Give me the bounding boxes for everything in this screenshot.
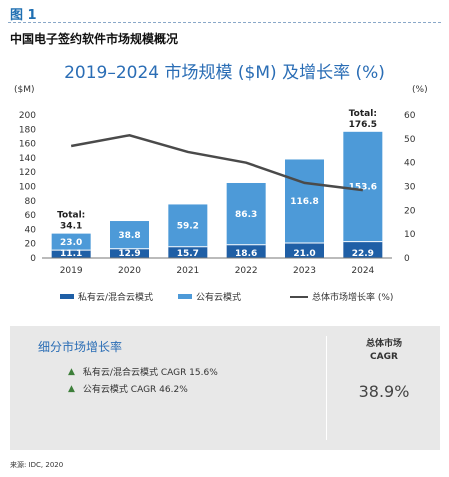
bar-private-cloud <box>226 244 266 258</box>
data-label-private-cloud: 21.0 <box>293 249 315 259</box>
x-tick-label: 2020 <box>118 266 141 276</box>
data-label-private-cloud: 11.1 <box>60 249 82 259</box>
total-annotation-value: 34.1 <box>60 222 82 232</box>
y-tick-label: 120 <box>19 168 36 178</box>
segment-growth-text: 私有云/混合云模式 CAGR 15.6% <box>82 368 218 378</box>
data-label-private-cloud: 22.9 <box>352 249 374 259</box>
y-tick-label: 20 <box>25 240 37 250</box>
data-label-private-cloud: 15.7 <box>177 249 199 259</box>
bar-private-cloud <box>343 241 383 258</box>
legend-label-private-cloud: 私有云/混合云模式 <box>78 293 154 303</box>
data-label-public-cloud: 153.6 <box>349 183 377 193</box>
y2-tick-label: 20 <box>404 206 416 216</box>
chart-legend: 私有云/混合云模式 公有云模式 总体市场增长率 (%) <box>0 290 449 306</box>
overall-cagr: 总体市场 CAGR 38.9% <box>328 338 440 401</box>
data-label-public-cloud: 59.2 <box>177 222 199 232</box>
y-tick-label: 200 <box>19 111 36 121</box>
overall-cagr-value: 38.9% <box>358 382 410 401</box>
segment-growth-heading: 细分市场增长率 <box>38 340 123 354</box>
chart-title: 2019–2024 市场规模 ($M) 及增长率 (%) <box>64 63 385 83</box>
y-tick-label: 0 <box>30 254 36 264</box>
x-tick-label: 2023 <box>293 266 316 276</box>
y2-tick-label: 10 <box>404 230 416 240</box>
up-triangle-icon: ▲ <box>68 366 75 377</box>
bar-public-cloud <box>110 221 149 249</box>
bar-public-cloud <box>285 159 324 243</box>
x-tick-label: 2021 <box>176 266 199 276</box>
data-label-public-cloud: 38.8 <box>118 231 140 241</box>
data-label-public-cloud: 116.8 <box>290 197 318 207</box>
segment-growth-text: 公有云模式 CAGR 46.2% <box>82 385 188 395</box>
legend-swatch-growth-rate <box>290 295 308 298</box>
panel-divider <box>326 336 327 440</box>
legend-label-growth-rate: 总体市场增长率 (%) <box>312 293 394 303</box>
overall-cagr-title-line1: 总体市场 <box>365 339 402 349</box>
bar-public-cloud <box>51 233 91 251</box>
legend-swatch-public-cloud <box>178 294 192 299</box>
top-divider <box>8 22 441 23</box>
x-tick-label: 2022 <box>235 266 258 276</box>
data-label-private-cloud: 12.9 <box>118 249 140 259</box>
x-tick-label: 2024 <box>351 266 374 276</box>
legend-item-private-cloud: 私有云/混合云模式 <box>60 290 153 303</box>
market-size-chart: ($M) (%) 0 20 40 60 80 100 120 140 160 180 200 0 10 20 3… <box>14 85 428 276</box>
figure-label: 图 1 <box>10 8 37 23</box>
source-note: 来源: IDC, 2020 <box>10 461 64 469</box>
y2-tick-label: 60 <box>404 111 416 121</box>
y-tick-label: 60 <box>25 211 37 221</box>
bar-private-cloud <box>110 248 149 258</box>
segment-growth-panel: 细分市场增长率 ▲ 私有云/混合云模式 CAGR 15.6% ▲ 公有云模式 C… <box>10 326 440 450</box>
legend-swatch-private-cloud <box>60 294 74 299</box>
segment-growth-list: 细分市场增长率 ▲ 私有云/混合云模式 CAGR 15.6% ▲ 公有云模式 C… <box>38 338 328 399</box>
total-annotation-label: Total: <box>57 211 85 221</box>
bar-public-cloud <box>343 131 383 242</box>
y2-tick-label: 0 <box>404 254 410 264</box>
y2-tick-label: 50 <box>404 135 416 145</box>
y-tick-label: 100 <box>19 183 36 193</box>
bar-public-cloud <box>168 204 208 247</box>
bar-private-cloud <box>51 250 91 258</box>
left-axis-unit: ($M) <box>14 85 35 95</box>
bar-public-cloud <box>226 182 266 245</box>
y-tick-label: 160 <box>19 140 36 150</box>
data-label-public-cloud: 23.0 <box>60 238 82 248</box>
figure-title: 中国电子签约软件市场规模概况 <box>10 32 179 46</box>
y-tick-label: 140 <box>19 154 36 164</box>
segment-growth-item: ▲ 私有云/混合云模式 CAGR 15.6% <box>68 365 328 379</box>
y-tick-label: 40 <box>25 225 37 235</box>
total-annotation-value: 176.5 <box>349 120 377 130</box>
growth-rate-line <box>70 133 363 192</box>
bar-private-cloud <box>168 246 208 258</box>
legend-item-public-cloud: 公有云模式 <box>178 290 241 303</box>
y-tick-label: 80 <box>25 197 37 207</box>
data-label-public-cloud: 86.3 <box>235 210 257 220</box>
legend-label-public-cloud: 公有云模式 <box>196 293 242 303</box>
up-triangle-icon: ▲ <box>68 383 75 394</box>
total-annotation-label: Total: <box>349 109 377 119</box>
y2-tick-label: 30 <box>404 183 416 193</box>
legend-item-growth-rate: 总体市场增长率 (%) <box>290 290 393 303</box>
y-tick-label: 180 <box>19 125 36 135</box>
right-axis-unit: (%) <box>412 85 428 95</box>
bar-private-cloud <box>285 242 324 258</box>
overall-cagr-title-line2: CAGR <box>370 352 398 362</box>
x-tick-label: 2019 <box>60 266 83 276</box>
data-label-private-cloud: 18.6 <box>235 249 257 259</box>
segment-growth-item: ▲ 公有云模式 CAGR 46.2% <box>68 382 328 396</box>
y2-tick-label: 40 <box>404 159 416 169</box>
